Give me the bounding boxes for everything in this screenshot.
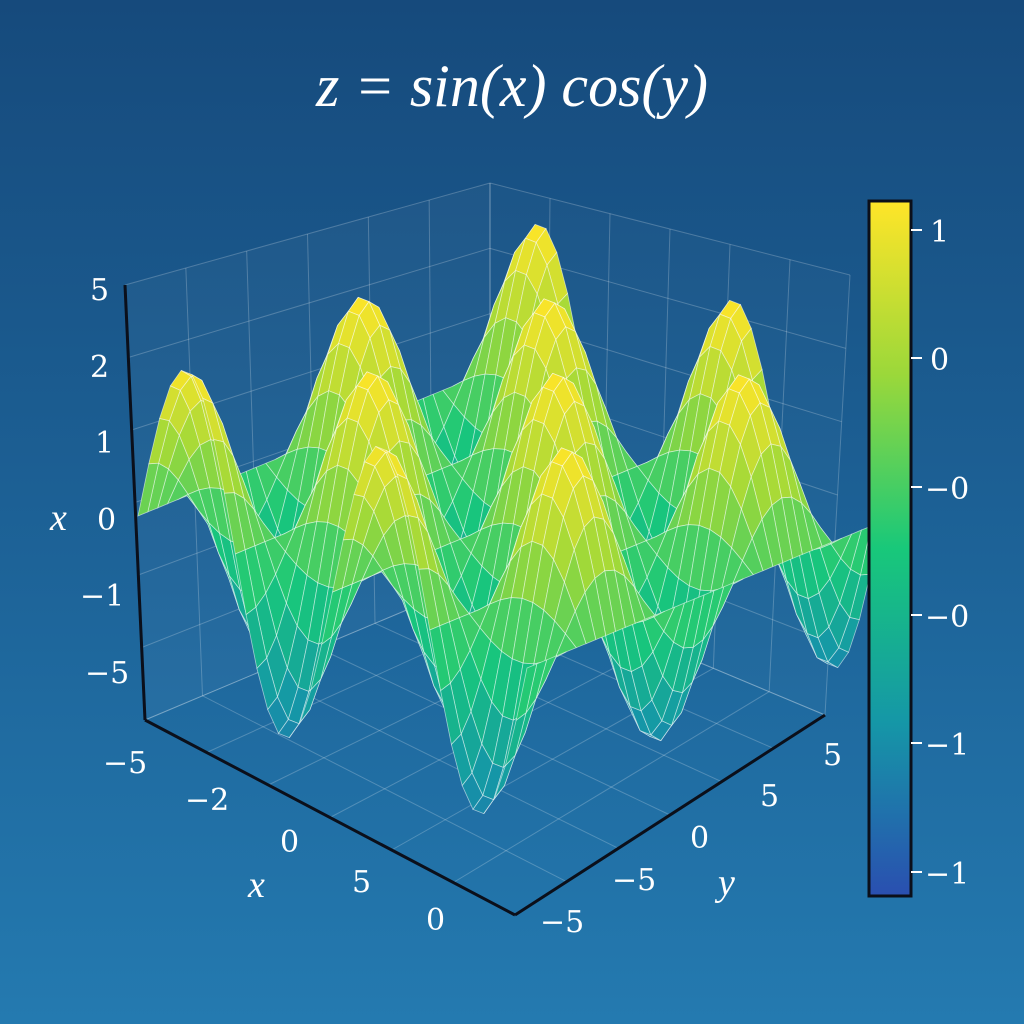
y-tick-label: −5: [540, 905, 584, 940]
x-tick-label: 0: [280, 825, 299, 860]
grid-line: [124, 182, 491, 286]
z-tick-label: −5: [85, 656, 129, 691]
x-tick-label: −2: [185, 783, 229, 818]
axes: [123, 284, 826, 917]
surface-plot: [137, 223, 882, 815]
colorbar-gradient: [867, 199, 913, 898]
z-tick-label: 5: [90, 273, 109, 308]
y-tick-label: −5: [612, 863, 656, 898]
colorbar-tick-label: −1: [925, 728, 969, 763]
z-tick-label: 2: [90, 350, 109, 385]
y-axis-line: [514, 713, 826, 917]
z-tick-label: 1: [95, 426, 114, 461]
z-tick-label: −1: [80, 579, 124, 614]
colorbar-tick-label: −0: [925, 472, 969, 507]
vertical-axis-title: x: [49, 497, 67, 539]
colorbar-tick-label: −1: [925, 857, 969, 892]
y-tick-label: 0: [690, 821, 709, 856]
grid-line: [453, 691, 770, 883]
colorbar: 1 0 −0 −0 −1 −1: [867, 199, 969, 898]
x-tick-label: −5: [103, 746, 147, 781]
x-axis-line: [144, 718, 516, 917]
y-axis-ticks: −5 −5 0 5 5 y: [540, 738, 842, 940]
x-tick-label: 5: [352, 865, 371, 900]
grid-line: [259, 671, 619, 849]
y-tick-label: 5: [760, 779, 779, 814]
x-axis-title: x: [247, 864, 265, 906]
colorbar-ticks: [911, 229, 922, 873]
colorbar-tick-label: 0: [930, 343, 949, 378]
chart-title: z = sin(x) cos(y): [315, 53, 709, 119]
grid-line: [202, 695, 567, 883]
colorbar-tick-label: −0: [925, 600, 969, 635]
x-tick-label: 0: [426, 903, 445, 938]
vertical-axis-line: [123, 284, 147, 721]
colorbar-tick-label: 1: [930, 215, 949, 250]
z-tick-label: 0: [97, 503, 116, 538]
vertical-axis-ticks: 5 2 1 0 −1 −5 x: [49, 273, 129, 691]
y-tick-label: 5: [823, 738, 842, 773]
y-axis-title: y: [714, 862, 735, 904]
surface-patch: [515, 663, 538, 722]
grid-line: [489, 182, 851, 276]
x-axis-ticks: −5 −2 0 5 0 x: [103, 746, 445, 938]
grid-line: [128, 247, 491, 358]
